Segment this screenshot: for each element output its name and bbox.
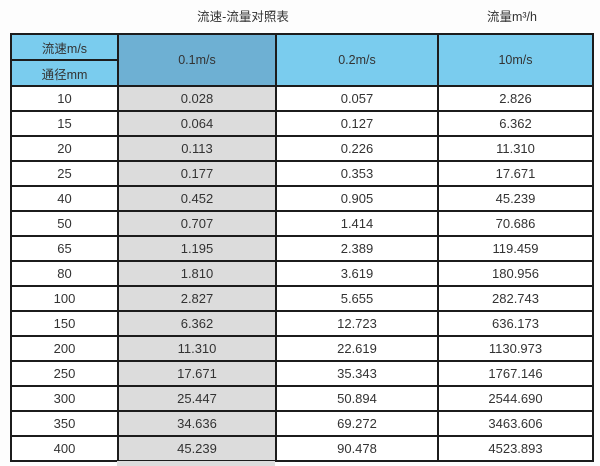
table-row: 65 1.195 2.389 119.459 xyxy=(10,235,594,262)
table-row: 50 0.707 1.414 70.686 xyxy=(10,210,594,237)
table-row: 150 6.362 12.723 636.173 xyxy=(10,310,594,337)
flow-cell: 45.239 xyxy=(437,185,594,212)
table-row: 350 34.636 69.272 3463.606 xyxy=(10,410,594,437)
table-row: 100 2.827 5.655 282.743 xyxy=(10,285,594,312)
flow-cell: 34.636 xyxy=(117,410,277,437)
flow-cell: 35.343 xyxy=(275,360,439,387)
flow-cell: 636.173 xyxy=(437,310,594,337)
flow-cell: 69.272 xyxy=(275,410,439,437)
flow-cell: 0.353 xyxy=(275,160,439,187)
diameter-cell: 400 xyxy=(10,435,119,462)
flow-cell: 2.826 xyxy=(437,85,594,112)
flow-cell: 1.414 xyxy=(275,210,439,237)
diameter-cell: 150 xyxy=(10,310,119,337)
diameter-cell: 100 xyxy=(10,285,119,312)
table-row: 200 11.310 22.619 1130.973 xyxy=(10,335,594,362)
column-header-10ms: 10m/s xyxy=(437,33,594,87)
flow-cell: 0.057 xyxy=(275,85,439,112)
flow-cell: 0.707 xyxy=(117,210,277,237)
column-header-0-2ms: 0.2m/s xyxy=(275,33,439,87)
flow-cell: 3.619 xyxy=(275,260,439,287)
flow-cell: 2.389 xyxy=(275,235,439,262)
flow-velocity-table: 流速m/s 0.1m/s 0.2m/s 10m/s 通径mm 10 0.028 … xyxy=(10,33,594,462)
header-row-bottom: 通径mm xyxy=(10,59,593,87)
flow-cell: 6.362 xyxy=(437,110,594,137)
page-title: 流速-流量对照表 xyxy=(197,10,289,24)
table-row: 250 17.671 35.343 1767.146 xyxy=(10,360,594,387)
flow-cell: 0.452 xyxy=(117,185,277,212)
diameter-cell: 200 xyxy=(10,335,119,362)
flow-cell: 180.956 xyxy=(437,260,594,287)
flow-cell: 6.362 xyxy=(117,310,277,337)
diameter-cell: 300 xyxy=(10,385,119,412)
table-row: 20 0.113 0.226 11.310 xyxy=(10,135,594,162)
flow-cell: 11.310 xyxy=(437,135,594,162)
flow-cell: 0.064 xyxy=(117,110,277,137)
flow-cell: 0.028 xyxy=(117,85,277,112)
diameter-cell: 80 xyxy=(10,260,119,287)
flow-cell: 45.239 xyxy=(117,435,277,462)
table-row: 15 0.064 0.127 6.362 xyxy=(10,110,594,137)
unit-label: 流量m³/h xyxy=(486,10,537,24)
header-row-top: 流速m/s 0.1m/s 0.2m/s 10m/s xyxy=(10,33,594,87)
diameter-cell: 50 xyxy=(10,210,119,237)
column-header-0-1ms: 0.1m/s xyxy=(117,33,277,87)
flow-cell: 70.686 xyxy=(437,210,594,237)
diameter-cell: 40 xyxy=(10,185,119,212)
flow-cell: 25.447 xyxy=(117,385,277,412)
flow-cell: 1767.146 xyxy=(437,360,594,387)
flow-cell: 11.310 xyxy=(117,335,277,362)
flow-cell: 119.459 xyxy=(437,235,594,262)
flow-cell: 3463.606 xyxy=(437,410,594,437)
diameter-cell: 25 xyxy=(10,160,119,187)
flow-cell: 2.827 xyxy=(117,285,277,312)
flow-cell: 17.671 xyxy=(437,160,594,187)
diameter-cell: 350 xyxy=(10,410,119,437)
flow-cell: 1.195 xyxy=(117,235,277,262)
corner-velocity-label: 流速m/s xyxy=(10,33,119,61)
table-row: 40 0.452 0.905 45.239 xyxy=(10,185,594,212)
flow-cell: 4523.893 xyxy=(437,435,594,462)
flow-cell: 282.743 xyxy=(437,285,594,312)
table-row: 25 0.177 0.353 17.671 xyxy=(10,160,594,187)
table-row: 80 1.810 3.619 180.956 xyxy=(10,260,594,287)
flow-cell: 0.905 xyxy=(275,185,439,212)
diameter-cell: 65 xyxy=(10,235,119,262)
flow-cell: 22.619 xyxy=(275,335,439,362)
flow-cell: 0.226 xyxy=(275,135,439,162)
table-row: 10 0.028 0.057 2.826 xyxy=(10,85,594,112)
flow-cell: 0.177 xyxy=(117,160,277,187)
diameter-cell: 15 xyxy=(10,110,119,137)
flow-cell: 12.723 xyxy=(275,310,439,337)
diameter-cell: 250 xyxy=(10,360,119,387)
corner-diameter-label: 通径mm xyxy=(10,59,119,87)
flow-cell: 90.478 xyxy=(275,435,439,462)
diameter-cell: 10 xyxy=(10,85,119,112)
flow-cell: 17.671 xyxy=(117,360,277,387)
table-row: 300 25.447 50.894 2544.690 xyxy=(10,385,594,412)
diameter-cell: 20 xyxy=(10,135,119,162)
flow-cell: 1.810 xyxy=(117,260,277,287)
flow-cell: 50.894 xyxy=(275,385,439,412)
table-row: 400 45.239 90.478 4523.893 xyxy=(10,435,594,462)
flow-cell: 1130.973 xyxy=(437,335,594,362)
flow-cell: 0.127 xyxy=(275,110,439,137)
flow-cell: 5.655 xyxy=(275,285,439,312)
flow-cell: 2544.690 xyxy=(437,385,594,412)
flow-cell: 0.113 xyxy=(117,135,277,162)
highlight-column-overflow xyxy=(117,461,275,466)
